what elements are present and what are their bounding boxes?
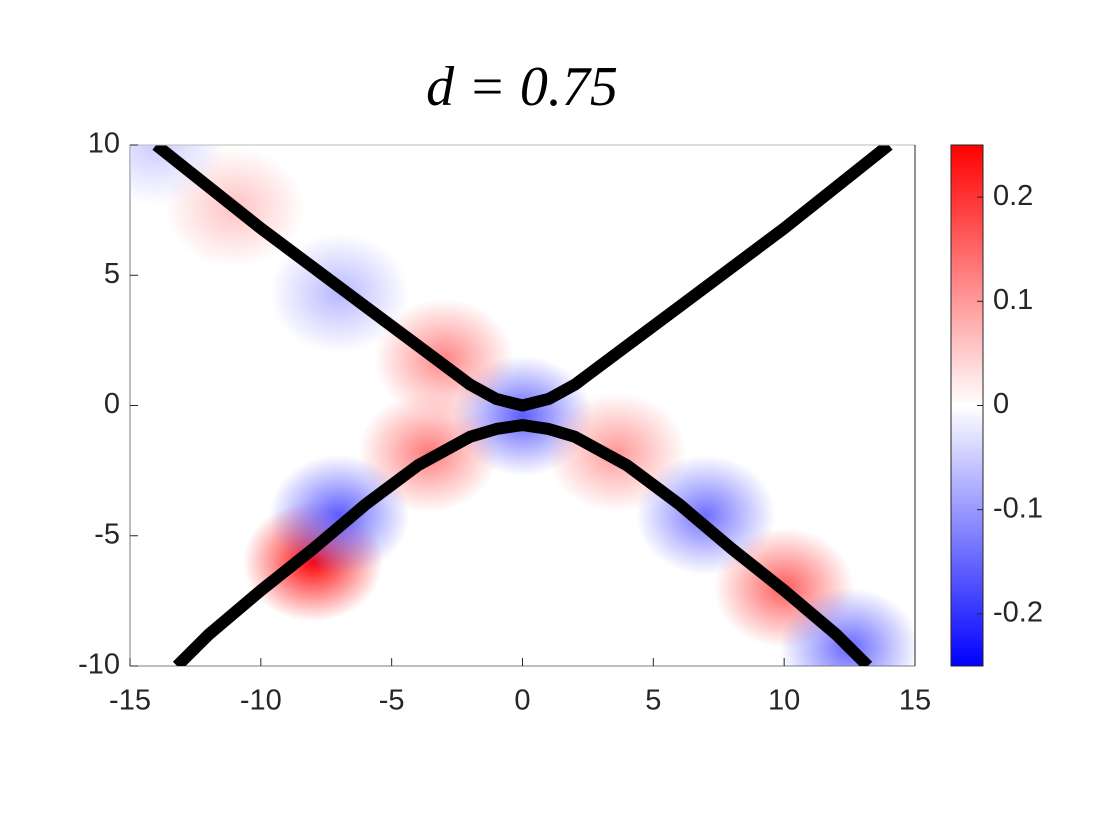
y-tick-label: 10: [88, 128, 120, 160]
field-blob: [779, 587, 915, 666]
colorbar-tick-label: 0.2: [993, 180, 1033, 212]
chart-title: d = 0.75: [426, 56, 618, 118]
x-tick-label: 0: [514, 685, 530, 717]
colorbar-tick-label: 0: [993, 388, 1009, 420]
x-tick-label: 10: [768, 685, 800, 717]
y-tick-label: -5: [94, 518, 120, 550]
curve: [172, 419, 873, 666]
x-tick-label: 5: [645, 685, 661, 717]
field-blob: [269, 454, 410, 575]
x-tick-label: -10: [240, 685, 282, 717]
curve: [152, 145, 893, 412]
field-blob: [130, 145, 227, 205]
colorbar-tick-label: -0.1: [993, 492, 1043, 524]
x-tick-label: 15: [899, 685, 931, 717]
colorbar-tick-label: 0.1: [993, 284, 1033, 316]
y-tick-label: -10: [78, 649, 120, 681]
y-tick-label: 0: [104, 388, 120, 420]
plot-area: [130, 145, 915, 666]
colorbar-tick-label: -0.2: [993, 597, 1043, 629]
y-tick-label: 5: [104, 258, 120, 290]
x-tick-label: -15: [109, 685, 151, 717]
x-tick-label: -5: [379, 685, 405, 717]
